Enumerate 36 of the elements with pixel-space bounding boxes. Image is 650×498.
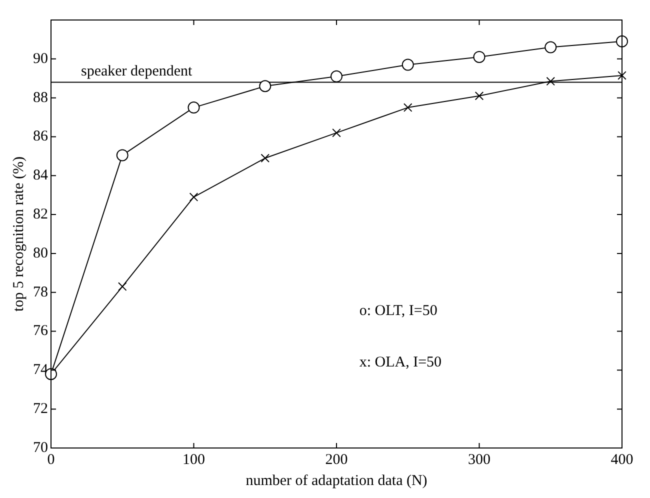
y-tick-label: 80	[33, 245, 48, 262]
point	[189, 192, 198, 202]
x-tick-label: 400	[610, 452, 634, 468]
ref-line-label: speaker dependent	[81, 64, 194, 80]
point	[474, 91, 484, 100]
point	[188, 102, 200, 114]
point	[544, 41, 557, 54]
y-tick-label: 82	[33, 206, 48, 222]
point	[260, 154, 270, 163]
y-tick-label: 84	[33, 168, 48, 184]
y-tick-label: 78	[33, 284, 48, 300]
point	[118, 282, 127, 291]
point	[618, 71, 626, 80]
x-tick-label: 300	[468, 452, 490, 468]
point	[332, 128, 341, 138]
y-tick-label: 70	[33, 440, 48, 456]
annotation: x: OLA, I=50	[359, 354, 442, 370]
y-tick-label: 72	[33, 401, 48, 418]
point	[473, 50, 486, 63]
point	[403, 103, 412, 112]
point	[546, 76, 556, 86]
point	[116, 149, 128, 162]
x-tick-label: 100	[182, 452, 205, 468]
y-tick-label: 88	[33, 90, 48, 106]
y-tick-label: 86	[33, 128, 48, 145]
annotation: o: OLT, I=50	[359, 302, 438, 319]
point	[402, 58, 414, 71]
point	[330, 70, 342, 82]
y-tick-label: 90	[33, 50, 48, 67]
y-axis-title: top 5 recognition rate (%)	[10, 156, 27, 312]
x-tick-label: 200	[325, 452, 348, 468]
x-tick-label: 0	[47, 452, 55, 468]
point	[616, 35, 628, 48]
point	[259, 80, 272, 92]
y-tick-label: 76	[33, 323, 48, 340]
x-axis-title: number of adaptation data (N)	[246, 472, 428, 489]
